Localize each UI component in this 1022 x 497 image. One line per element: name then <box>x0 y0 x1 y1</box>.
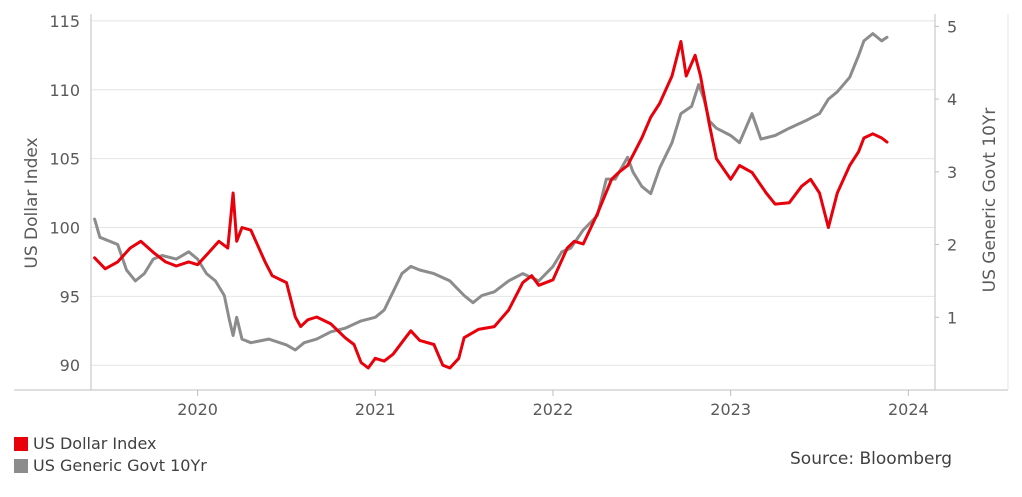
y-tick-label-left: 90 <box>60 356 80 375</box>
legend-swatch-usd <box>14 437 28 451</box>
x-tick-label: 2020 <box>177 400 218 419</box>
series-line-us-dollar-index <box>93 40 889 370</box>
x-tick-label: 2021 <box>355 400 396 419</box>
series-line-us-10yr-yield <box>93 32 889 352</box>
y-tick-label-left: 105 <box>49 150 80 169</box>
y-tick-label-right: 5 <box>947 17 957 36</box>
series-lines <box>93 32 889 370</box>
y-tick-label-right: 1 <box>947 308 957 327</box>
y-tick-label-left: 110 <box>49 81 80 100</box>
y-tick-label-left: 95 <box>60 287 80 306</box>
y-tick-label-left: 100 <box>49 218 80 237</box>
gridlines <box>91 20 935 366</box>
dual-axis-line-chart: 90 95 100 105 110 115 1 2 3 4 5 2020 2021 2022 2023 202… <box>14 12 1009 419</box>
legend-label-usd: US Dollar Index <box>33 434 157 453</box>
y-tick-label-right: 2 <box>947 236 957 255</box>
y-tick-label-right: 3 <box>947 163 957 182</box>
y-tick-label-left: 115 <box>49 12 80 31</box>
y-tick-label-right: 4 <box>947 90 957 109</box>
x-tick-label: 2023 <box>710 400 751 419</box>
legend-swatch-yield <box>14 459 28 473</box>
y-axis-label-left: US Dollar Index <box>22 137 42 268</box>
y-axis-label-right: US Generic Govt 10Yr <box>980 108 1000 293</box>
tick-labels: 90 95 100 105 110 115 1 2 3 4 5 2020 2021 2022 2023 202… <box>49 12 957 419</box>
legend-item-usd: US Dollar Index <box>14 433 207 455</box>
source-note: Source: Bloomberg <box>790 449 952 469</box>
x-tick-label: 2022 <box>533 400 574 419</box>
legend: US Dollar Index US Generic Govt 10Yr <box>14 433 207 477</box>
x-tick-label: 2024 <box>888 400 929 419</box>
legend-label-yield: US Generic Govt 10Yr <box>33 456 207 475</box>
axes <box>14 14 1009 396</box>
legend-item-yield: US Generic Govt 10Yr <box>14 455 207 477</box>
